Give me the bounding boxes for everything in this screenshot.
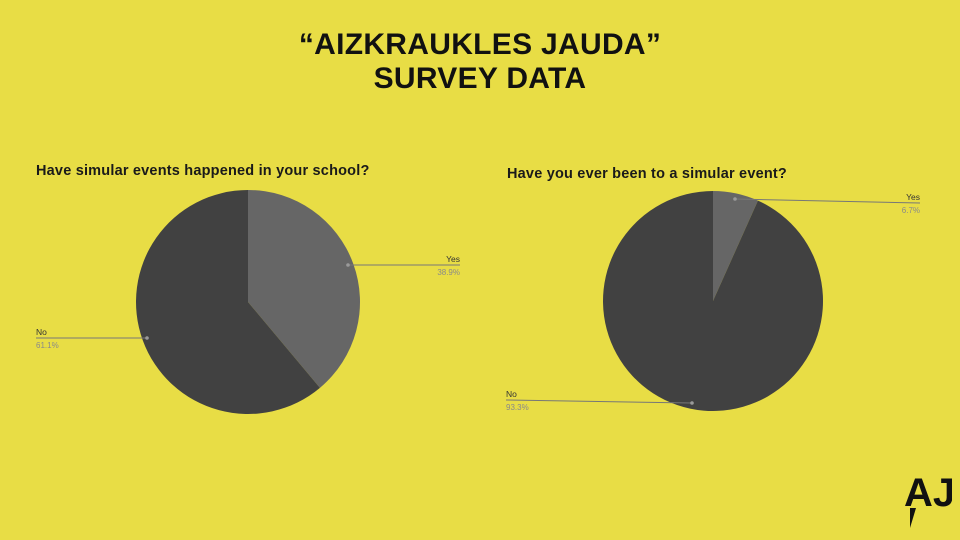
chart-1-percent-no: 61.1% <box>36 341 59 350</box>
chart-2-label-yes: Yes <box>906 192 920 202</box>
chart-2-percent-no: 93.3% <box>506 403 529 412</box>
chart-2-slice-yes <box>713 191 758 301</box>
chart-2-percent-yes: 6.7% <box>902 206 920 215</box>
chart-1-percent-yes: 38.9% <box>437 268 460 277</box>
chart-1-leader-dot-yes <box>346 263 350 267</box>
chart-2-leader-line-no <box>505 399 693 404</box>
chart-1-label-yes: Yes <box>446 254 460 264</box>
chart-2-slice-no <box>603 191 824 411</box>
chart-2-leader-line-yes <box>734 198 921 204</box>
lightning-bolt-icon <box>910 508 916 528</box>
logo-text: AJ <box>904 471 952 515</box>
slide-title-line-2: SURVEY DATA <box>373 62 587 95</box>
chart-2-title: Have you ever been to a simular event? <box>507 166 787 182</box>
slide-title: “AIZKRAUKLES JAUDA” SURVEY DATA <box>0 28 960 96</box>
chart-2-leader-dot-yes <box>733 197 737 201</box>
chart-1-slice-yes <box>248 189 361 388</box>
slide-title-line-1: “AIZKRAUKLES JAUDA” <box>298 28 662 61</box>
chart-2-leader-dot-no <box>690 401 694 405</box>
chart-1-leader-dot-no <box>145 336 149 340</box>
chart-1-title: Have simular events happened in your sch… <box>36 163 370 179</box>
chart-2-label-no: No <box>506 389 517 399</box>
aj-logo: AJ <box>904 471 952 528</box>
chart-1-slice-no <box>136 190 320 414</box>
chart-1-label-no: No <box>36 327 47 337</box>
